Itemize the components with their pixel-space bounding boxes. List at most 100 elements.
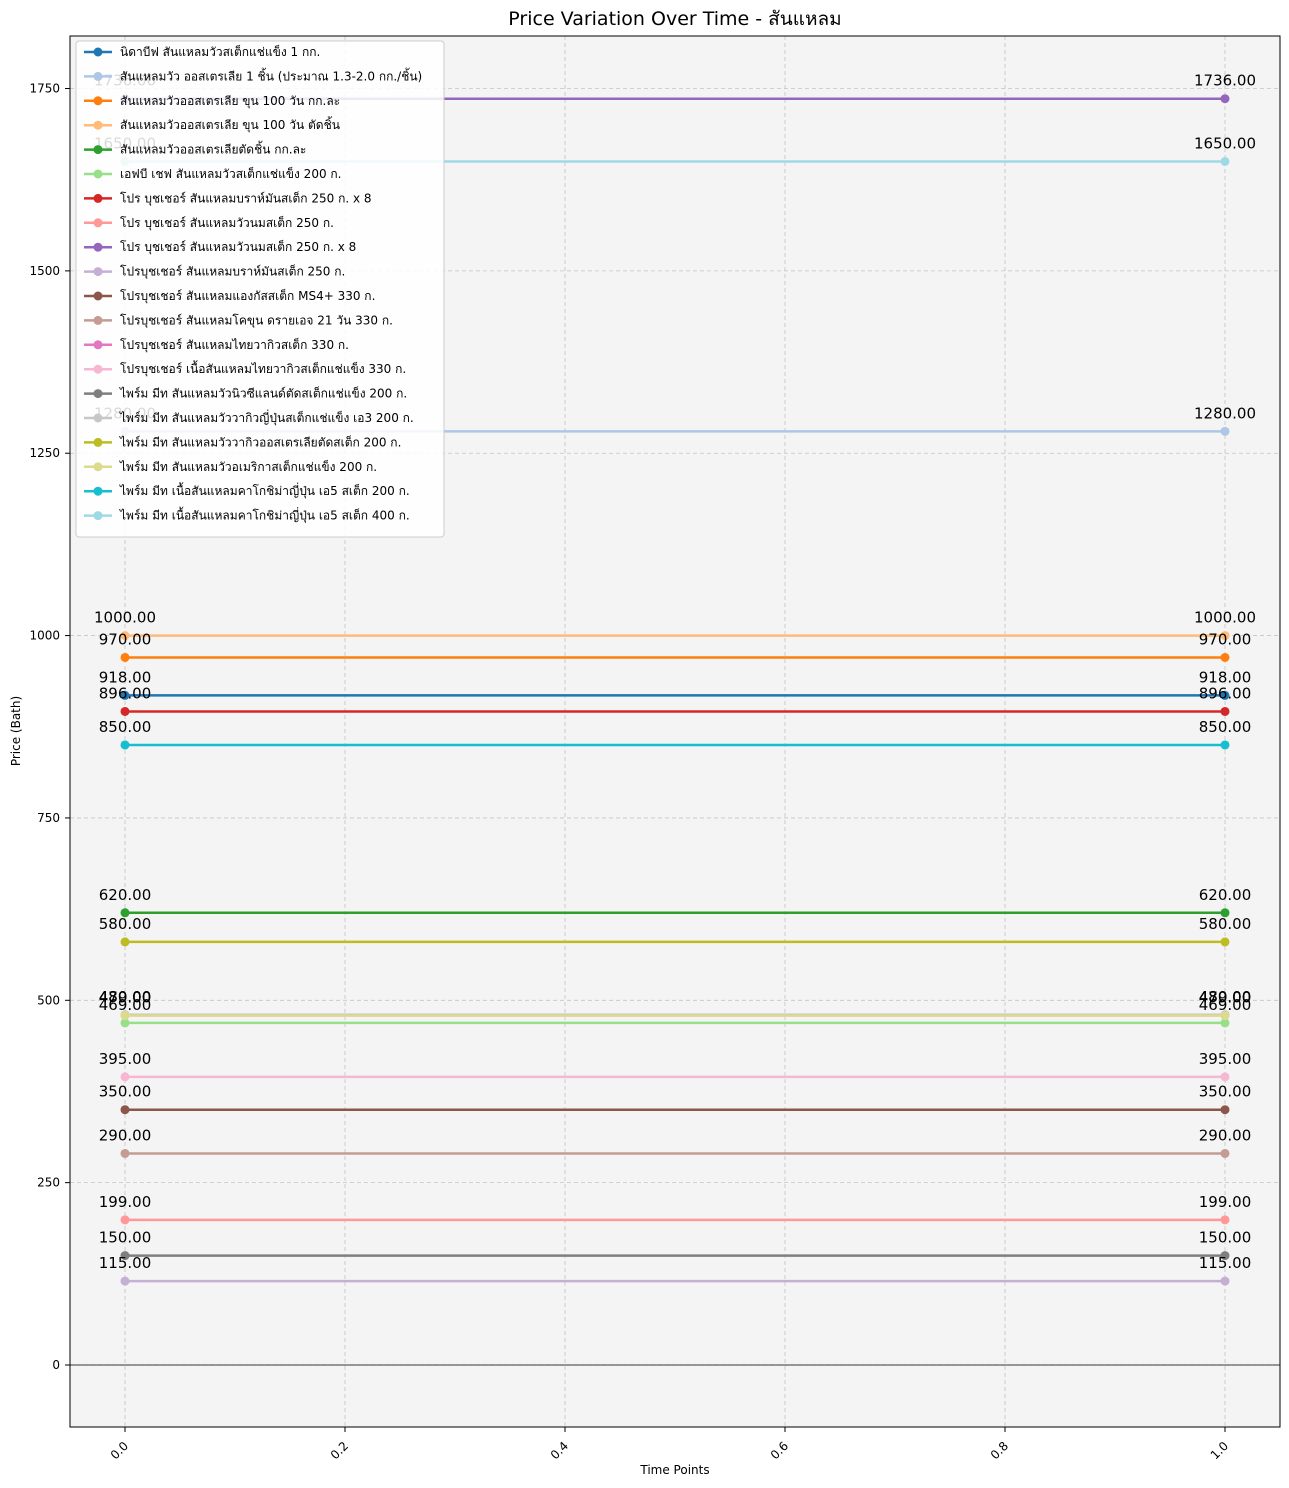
data-point — [120, 1105, 130, 1115]
legend-item: นิดาบีฟ สันแหลมวัวสเต็กแช่แข็ง 1 กก. — [84, 44, 320, 59]
data-point — [1220, 937, 1230, 947]
series-12 — [120, 1148, 1230, 1158]
legend-label: โปร บุชเชอร์ สันแหลมวัวนมสเต็ก 250 ก. x … — [120, 239, 356, 255]
legend-item: โปร บุชเชอร์ สันแหลมวัวนมสเต็ก 250 ก. x … — [84, 239, 356, 255]
data-label: 469.00 — [1199, 996, 1252, 1014]
data-point — [120, 1276, 130, 1286]
data-point — [120, 908, 130, 918]
data-point — [1220, 1251, 1230, 1261]
data-labels: 918.00918.001280.001280.00970.00970.0010… — [94, 72, 1256, 1272]
legend: นิดาบีฟ สันแหลมวัวสเต็กแช่แข็ง 1 กก. สันแ… — [75, 40, 445, 538]
series-19 — [120, 740, 1230, 750]
data-point — [1220, 156, 1230, 166]
series-11 — [120, 1105, 1230, 1115]
data-point — [120, 1072, 130, 1082]
legend-swatch-marker — [93, 96, 103, 106]
legend-swatch-marker — [93, 267, 103, 277]
data-point — [120, 1018, 130, 1028]
data-label: 896.00 — [99, 684, 152, 702]
data-label: 469.00 — [99, 996, 152, 1014]
data-point — [1220, 1072, 1230, 1082]
data-point — [1220, 652, 1230, 662]
data-label: 970.00 — [1199, 630, 1252, 648]
legend-item: สันแหลมวัว ออสเตรเลีย 1 ชิ้น (ประมาณ 1.3… — [84, 67, 422, 83]
series-5 — [120, 908, 1230, 918]
series-18 — [120, 1011, 1230, 1021]
series-17 — [120, 937, 1230, 947]
legend-label: โปรบุชเชอร์ สันแหลมไทยวากิวสเต็ก 330 ก. — [120, 337, 349, 353]
data-label: 150.00 — [1199, 1229, 1252, 1247]
legend-swatch-marker — [93, 486, 103, 496]
legend-label: เอฟบี เชฟ สันแหลมวัวสเต็กแช่แข็ง 200 ก. — [120, 166, 341, 181]
data-label: 1650.00 — [1194, 134, 1256, 152]
legend-label: โปร บุชเชอร์ สันแหลมบราห์มันสเต็ก 250 ก.… — [120, 190, 372, 206]
data-point — [1220, 1276, 1230, 1286]
legend-item: โปรบุชเชอร์ เนื้อสันแหลมไทยวากิวสเต็กแช่… — [84, 360, 406, 377]
legend-label: ไพร์ม มีท สันแหลมวัววากิวญี่ปุ่นสเต็กแช่… — [119, 409, 414, 426]
legend-swatch-marker — [93, 145, 103, 155]
x-tick-label: 0.4 — [548, 1439, 571, 1462]
data-point — [120, 1011, 130, 1021]
data-point — [120, 937, 130, 947]
data-point — [120, 1148, 130, 1158]
legend-item: สันแหลมวัวออสเตรเลียตัดชิ้น กก.ละ — [84, 141, 306, 157]
legend-label: ไพร์ม มีท เนื้อสันแหลมคาโกชิม่าญี่ปุ่น เ… — [119, 482, 410, 499]
chart-title: Price Variation Over Time - สันแหลม — [508, 8, 841, 30]
data-label: 918.00 — [1199, 668, 1252, 686]
data-point — [120, 1251, 130, 1261]
data-label: 918.00 — [99, 668, 152, 686]
data-label: 350.00 — [1199, 1083, 1252, 1101]
legend-swatch-marker — [93, 437, 103, 447]
legend-swatch-marker — [93, 364, 103, 374]
x-tick-label: 0.8 — [988, 1439, 1011, 1462]
data-point — [1220, 706, 1230, 716]
legend-item: โปร บุชเชอร์ สันแหลมวัวนมสเต็ก 250 ก. — [84, 215, 334, 231]
legend-swatch-marker — [93, 413, 103, 423]
legend-item: เอฟบี เชฟ สันแหลมวัวสเต็กแช่แข็ง 200 ก. — [84, 166, 341, 181]
data-point — [1220, 1018, 1230, 1028]
data-label: 970.00 — [99, 630, 152, 648]
data-point — [1220, 1148, 1230, 1158]
series-8 — [120, 1215, 1230, 1225]
y-tick-label: 1000 — [29, 629, 60, 643]
legend-item: สันแหลมวัวออสเตรเลีย ขุน 100 วัน ตัดชิ้น — [84, 116, 340, 133]
legend-item: ไพร์ม มีท สันแหลมวัวนิวซีแลนด์ตัดสเต็กแช… — [84, 386, 407, 401]
x-tick-label: 0.6 — [768, 1439, 791, 1462]
y-tick-label: 0 — [52, 1358, 60, 1372]
legend-swatch-marker — [93, 291, 103, 301]
legend-item: ไพร์ม มีท สันแหลมวัววากิวญี่ปุ่นสเต็กแช่… — [84, 409, 414, 426]
data-label: 479.00 — [99, 989, 152, 1007]
legend-swatch-marker — [93, 511, 103, 521]
legend-swatch-marker — [93, 47, 103, 57]
legend-label: สันแหลมวัวออสเตรเลีย ขุน 100 วัน ตัดชิ้น — [120, 116, 340, 133]
y-tick-label: 250 — [37, 1176, 60, 1190]
series-15 — [120, 1251, 1230, 1261]
legend-box — [75, 40, 445, 538]
y-tick-label: 1250 — [29, 446, 60, 460]
data-label: 1000.00 — [94, 609, 156, 627]
series-4 — [120, 631, 1230, 641]
legend-label: โปรบุชเชอร์ เนื้อสันแหลมไทยวากิวสเต็กแช่… — [120, 360, 406, 377]
legend-item: ไพร์ม มีท เนื้อสันแหลมคาโกชิม่าญี่ปุ่น เ… — [84, 507, 410, 524]
data-label: 115.00 — [1199, 1254, 1252, 1272]
data-label: 480.00 — [1199, 988, 1252, 1006]
data-label: 150.00 — [99, 1229, 152, 1247]
data-point — [120, 652, 130, 662]
series-7 — [120, 706, 1230, 716]
data-label: 480.00 — [1199, 988, 1252, 1006]
legend-swatch-marker — [93, 71, 103, 81]
data-label: 1736.00 — [1194, 72, 1256, 90]
data-label: 115.00 — [99, 1254, 152, 1272]
series-14 — [120, 1072, 1230, 1082]
legend-label: สันแหลมวัวออสเตรเลียตัดชิ้น กก.ละ — [120, 141, 306, 157]
legend-swatch-marker — [93, 193, 103, 203]
legend-swatch-marker — [93, 242, 103, 252]
data-point — [1220, 1011, 1230, 1021]
legend-label: ไพร์ม มีท สันแหลมวัวนิวซีแลนด์ตัดสเต็กแช… — [119, 386, 407, 401]
legend-item: โปรบุชเชอร์ สันแหลมไทยวากิวสเต็ก 330 ก. — [84, 337, 349, 353]
series-3 — [120, 652, 1230, 662]
legend-swatch-marker — [93, 218, 103, 228]
legend-label: โปรบุชเชอร์ สันแหลมบราห์มันสเต็ก 250 ก. — [120, 264, 345, 280]
data-point — [120, 690, 130, 700]
